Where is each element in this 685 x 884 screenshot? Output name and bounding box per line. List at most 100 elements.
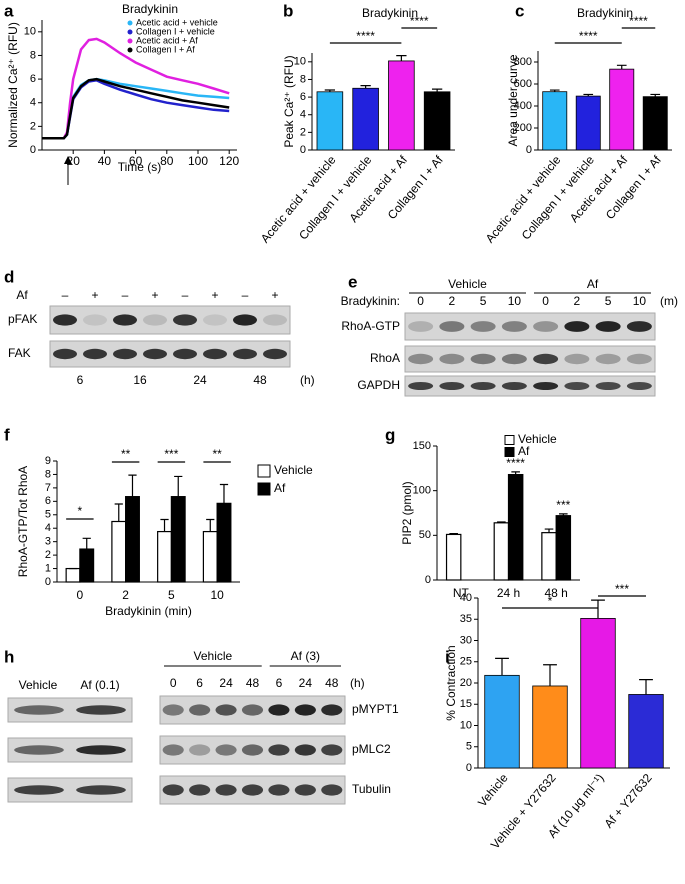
blot-strip <box>404 345 656 373</box>
error-bar <box>549 89 560 92</box>
blot-band <box>76 705 126 715</box>
legend-marker <box>127 20 133 26</box>
blot-band <box>189 744 211 756</box>
row-label: pMLC2 <box>352 742 391 756</box>
bar <box>484 674 520 769</box>
blot-band <box>233 314 257 326</box>
stimulus-arrow-head <box>64 156 72 164</box>
unit-label: (h) <box>300 373 315 387</box>
error-bar <box>396 55 407 61</box>
group-label: Af <box>587 277 599 291</box>
stimulus-label: Bradykinin: <box>341 294 400 308</box>
blot-band <box>76 745 126 755</box>
time-label: 48 <box>246 676 260 690</box>
bar <box>628 694 664 769</box>
panel-label: d <box>4 267 14 286</box>
y-tick-label: 3 <box>45 536 51 548</box>
time-label: 6 <box>196 676 203 690</box>
y-tick-label: 400 <box>514 100 532 112</box>
time-label: 16 <box>133 373 147 387</box>
blot-band <box>83 314 107 326</box>
blot-band <box>143 314 167 326</box>
unit-label: (m) <box>660 294 678 308</box>
y-tick-label: 9 <box>45 455 51 467</box>
blot-band <box>241 744 264 756</box>
y-tick-label: 6 <box>30 73 36 85</box>
y-tick-label: 0 <box>466 762 472 774</box>
x-tick-label: 10 <box>210 588 224 602</box>
blot-band <box>268 784 290 796</box>
blot-band <box>53 314 77 326</box>
y-tick-label: 10 <box>294 56 306 68</box>
blot-band <box>595 353 621 365</box>
error-bar <box>219 483 229 504</box>
y-tick-label: 40 <box>460 592 472 604</box>
error-bar <box>511 471 520 475</box>
blot-band <box>533 353 559 365</box>
lane-sign: – <box>62 288 69 302</box>
blot-band <box>215 744 237 756</box>
blot-band <box>321 784 343 796</box>
blot-band <box>626 321 652 332</box>
error-bar <box>543 664 557 686</box>
panel-label: e <box>348 272 357 291</box>
y-tick-label: 15 <box>460 698 472 710</box>
blot-band <box>173 314 197 326</box>
blot-band <box>268 704 290 716</box>
bar <box>507 473 524 581</box>
bar <box>65 567 81 583</box>
blot-band <box>162 744 184 756</box>
time-label: 6 <box>77 373 84 387</box>
blot-band <box>321 704 343 716</box>
row-label: GAPDH <box>357 378 400 392</box>
x-tick-label: Vehicle <box>475 771 511 810</box>
significance-label: *** <box>164 447 178 461</box>
y-tick-label: 25 <box>460 656 472 668</box>
blot-band <box>564 353 590 365</box>
bar <box>609 68 635 151</box>
time-label: 6 <box>276 676 283 690</box>
significance-label: **** <box>356 29 375 43</box>
x-tick-label: 0 <box>77 588 84 602</box>
y-tick-label: 8 <box>45 468 51 480</box>
x-axis-label: Time (s) <box>118 160 162 174</box>
y-axis-label: RhoA-GTP/Tot RhoA <box>16 466 30 577</box>
blot-band <box>263 348 287 360</box>
legend-swatch <box>504 435 515 445</box>
blot-band <box>595 321 621 332</box>
blot-band <box>501 353 527 365</box>
blot-band <box>162 704 184 716</box>
row-label: pMYPT1 <box>352 702 399 716</box>
blot-band <box>14 785 64 795</box>
lane-sign: – <box>122 288 129 302</box>
group-label: Vehicle <box>448 277 487 291</box>
blot-band <box>233 348 257 360</box>
blot-band <box>439 382 465 390</box>
error-bar <box>497 521 506 523</box>
x-tick-label: 60 <box>129 154 143 168</box>
time-label: 5 <box>480 294 487 308</box>
lane-sign: + <box>151 288 158 302</box>
bar <box>542 91 568 151</box>
blot-band <box>14 745 64 755</box>
x-tick-label: 80 <box>160 154 174 168</box>
blot-band <box>626 382 652 390</box>
blot-band <box>215 704 237 716</box>
blot-band <box>626 353 652 365</box>
y-tick-label: 4 <box>300 109 306 121</box>
bar <box>445 533 462 581</box>
y-tick-label: 8 <box>30 49 36 61</box>
blot-band <box>143 348 167 360</box>
time-label: 48 <box>325 676 339 690</box>
y-tick-label: 100 <box>413 485 431 497</box>
bar <box>352 87 379 151</box>
error-bar <box>174 475 183 497</box>
bar <box>555 515 572 581</box>
significance-label: ** <box>212 447 222 461</box>
lane-sign: + <box>211 288 218 302</box>
error-bar <box>449 532 458 535</box>
panel-label: g <box>385 425 395 444</box>
blot-band <box>268 744 290 756</box>
blot-band <box>533 321 559 332</box>
y-tick-label: 8 <box>300 73 306 85</box>
